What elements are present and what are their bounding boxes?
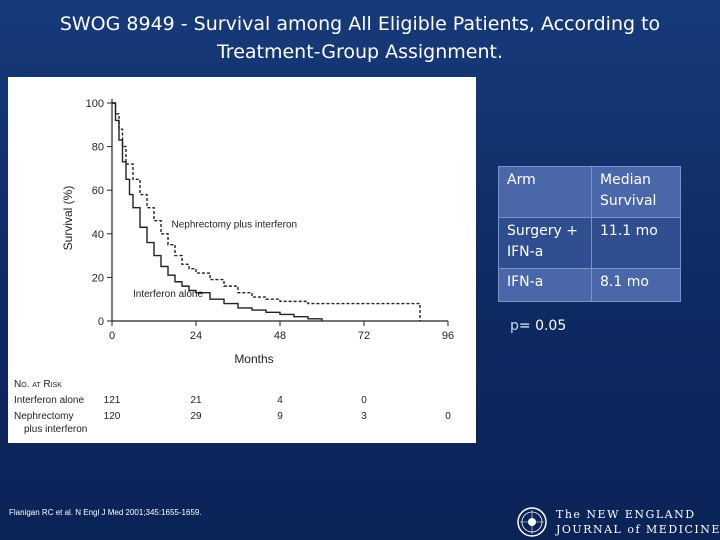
risk-table-title: No. at Risk xyxy=(14,379,62,390)
table-header-row: Arm Median Survival xyxy=(498,166,681,218)
interferon-curve-label: Interferon alone xyxy=(133,289,203,300)
table-cell: 11.1 mo xyxy=(591,217,681,269)
risk-value: 21 xyxy=(190,395,202,406)
p-value-letter: p xyxy=(510,318,519,334)
x-tick-label: 96 xyxy=(442,330,454,342)
y-axis-label: Survival (%) xyxy=(61,186,75,251)
y-tick-label: 40 xyxy=(92,229,104,241)
risk-value: 3 xyxy=(361,411,367,422)
median-survival-table: Arm Median Survival Surgery + IFN-a 11.1… xyxy=(498,166,681,302)
risk-row-label-cont: plus interferon xyxy=(24,424,87,435)
risk-value: 0 xyxy=(361,395,367,406)
journal-name-line1: The NEW ENGLAND xyxy=(556,508,696,521)
journal-name-line2: JOURNAL of MEDICINE xyxy=(556,523,720,536)
journal-seal-icon xyxy=(517,507,547,537)
table-header-cell: Arm xyxy=(498,166,592,218)
x-tick-label: 0 xyxy=(109,330,115,342)
nephrectomy-curve xyxy=(112,102,421,321)
x-axis-label: Months xyxy=(234,352,273,366)
slide-title-line1: SWOG 8949 - Survival among All Eligible … xyxy=(59,13,661,35)
survival-figure: 0 20 40 60 80 100 0 24 48 72 96 Months Survival (%) N… xyxy=(8,77,476,443)
x-tick-label: 24 xyxy=(190,330,202,342)
risk-row-label: Interferon alone xyxy=(14,395,84,406)
y-tick-label: 20 xyxy=(92,272,104,284)
risk-value: 4 xyxy=(277,395,283,406)
table-row: IFN-a 8.1 mo xyxy=(498,268,681,302)
risk-value: 9 xyxy=(277,411,283,422)
table-cell: 8.1 mo xyxy=(591,268,681,302)
y-tick-label: 60 xyxy=(92,185,104,197)
x-tick-label: 72 xyxy=(358,330,370,342)
risk-value: 29 xyxy=(190,411,202,422)
risk-value: 0 xyxy=(445,411,451,422)
x-tick-label: 48 xyxy=(274,330,286,342)
table-header-cell: Median Survival xyxy=(591,166,681,218)
y-tick-label: 100 xyxy=(86,98,104,110)
nephrectomy-curve-label: Nephrectomy plus interferon xyxy=(172,219,298,230)
y-tick-label: 80 xyxy=(92,142,104,154)
p-value: p= 0.05 xyxy=(510,318,566,334)
citation: Flanigan RC et al. N Engl J Med 2001;345… xyxy=(9,508,202,517)
y-tick-label: 0 xyxy=(98,316,104,328)
table-cell: Surgery + IFN-a xyxy=(498,217,592,269)
table-cell: IFN-a xyxy=(498,268,592,302)
p-value-text: = 0.05 xyxy=(518,318,567,334)
risk-value: 120 xyxy=(104,411,121,422)
table-row: Surgery + IFN-a 11.1 mo xyxy=(498,217,681,269)
slide-title-line2: Treatment-Group Assignment. xyxy=(216,41,504,63)
risk-row-label: Nephrectomy xyxy=(14,411,73,422)
interferon-curve xyxy=(112,102,323,321)
risk-value: 121 xyxy=(104,395,121,406)
slide-title: SWOG 8949 - Survival among All Eligible … xyxy=(0,10,720,66)
journal-logo: The NEW ENGLAND JOURNAL of MEDICINE xyxy=(516,506,719,538)
